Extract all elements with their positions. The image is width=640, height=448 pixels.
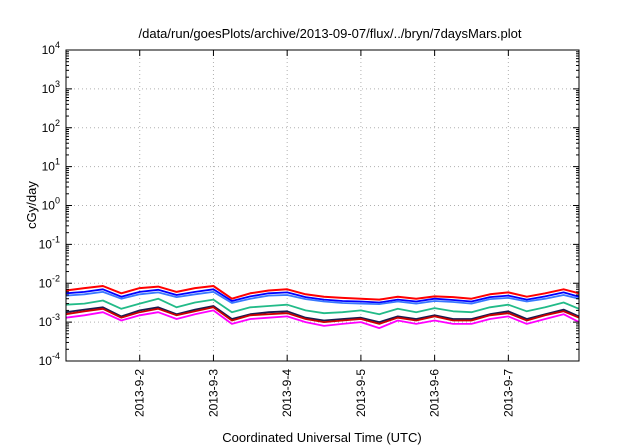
x-tick-label: 2013-9-3 xyxy=(206,369,220,417)
x-tick-label: 2013-9-4 xyxy=(280,369,294,417)
x-tick-label: 2013-9-6 xyxy=(428,369,442,417)
chart-title: /data/run/goesPlots/archive/2013-09-07/f… xyxy=(139,26,522,41)
y-tick-label: 101 xyxy=(42,157,60,174)
x-axis-label: Coordinated Universal Time (UTC) xyxy=(222,430,421,445)
series-line-6 xyxy=(65,306,580,325)
plot-frame xyxy=(65,49,580,362)
x-tick-label: 2013-9-5 xyxy=(354,369,368,417)
series-line-5 xyxy=(65,305,580,324)
y-tick-label: 104 xyxy=(42,40,60,57)
series-line-3 xyxy=(65,290,580,306)
y-tick-label: 103 xyxy=(42,79,60,96)
series-line-2 xyxy=(65,288,580,304)
y-tick-label: 100 xyxy=(42,196,60,213)
series-line-7 xyxy=(65,309,580,330)
y-tick-label: 10-2 xyxy=(39,273,60,290)
series-line-1 xyxy=(65,285,580,301)
series-line-4 xyxy=(65,297,580,316)
y-tick-label: 10-4 xyxy=(39,351,60,368)
y-tick-label: 10-1 xyxy=(39,234,60,251)
series-lines xyxy=(65,285,580,330)
x-axis-ticks: 2013-9-2 2013-9-3 2013-9-4 2013-9-5 2013-9-6… xyxy=(133,50,515,417)
y-tick-label: 10-3 xyxy=(39,312,60,329)
x-tick-label: 2013-9-7 xyxy=(501,369,515,417)
x-tick-label: 2013-9-2 xyxy=(133,369,147,417)
y-axis-label: cGy/day xyxy=(24,181,39,229)
y-tick-label: 102 xyxy=(42,118,60,135)
